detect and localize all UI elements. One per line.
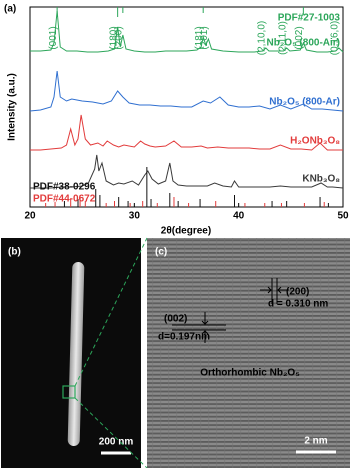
spacing-label: d=0.197nm xyxy=(158,332,210,343)
peak-label: (001) xyxy=(48,26,59,49)
panel-label: (b) xyxy=(8,247,21,258)
series-label: KNb₃O₈ xyxy=(302,174,340,185)
series-label: H₂ONb₃O₈ xyxy=(290,136,340,147)
peak-label: (0,16,0) xyxy=(329,21,340,55)
x-axis-label: 2θ(degree) xyxy=(161,226,211,237)
plot-frame xyxy=(29,6,344,208)
series-label: Nb₂O₅ (800-Air) xyxy=(267,38,340,49)
xrd-curve xyxy=(30,114,343,151)
panel-label: (a) xyxy=(4,4,16,15)
y-axis-label: Intensity (a.u.) xyxy=(7,73,18,141)
zoom-box xyxy=(62,385,76,399)
tem-panel: (b) 200 nm xyxy=(1,238,141,468)
peak-label: (002) xyxy=(294,26,305,49)
plane-label: (002) xyxy=(164,314,187,325)
arrows xyxy=(201,312,209,343)
plane-label: (200) xyxy=(286,287,309,298)
x-tick-label: 50 xyxy=(337,211,349,222)
scale-bar-label: 2 nm xyxy=(304,436,327,447)
series-label: Nb₂O₅ (800-Ar) xyxy=(269,97,340,108)
peak-label: (181) xyxy=(194,26,205,49)
series-label: PDF#44-0672 xyxy=(33,194,96,205)
hrtem-image xyxy=(147,238,350,468)
peak-label: (200) xyxy=(113,26,124,49)
zoom-line xyxy=(74,397,148,468)
series-label: PDF#27-1003 xyxy=(278,13,341,24)
peak-label: (2,11,0) xyxy=(277,21,288,55)
peak-label: (201) xyxy=(199,26,210,49)
peak-label: (180) xyxy=(108,26,119,49)
x-tick-label: 30 xyxy=(129,211,141,222)
spacing-label: d = 0.310 nm xyxy=(268,299,328,310)
xrd-panel: (a) Intensity (a.u.) 2θ(degree) 20 30 40 50… xyxy=(4,4,349,237)
peak-label: (2,10,0) xyxy=(256,21,267,55)
nanorod xyxy=(67,262,85,446)
scale-bar-label: 200 nm xyxy=(99,437,134,448)
series-label: PDF#38-0296 xyxy=(33,182,96,193)
xrd-curve xyxy=(30,10,344,53)
xrd-curve xyxy=(29,70,344,112)
xrd-curve xyxy=(30,154,344,189)
hrtem-panel: (c) (200) d = 0.310 nm (002) d=0.197nm O… xyxy=(74,237,350,468)
panel-label: (c) xyxy=(155,247,167,258)
phase-label: Orthorhombic Nb₂O₅ xyxy=(200,368,300,379)
x-tick-label: 40 xyxy=(233,211,245,222)
x-tick-label: 20 xyxy=(24,211,36,222)
arrows xyxy=(260,286,289,294)
